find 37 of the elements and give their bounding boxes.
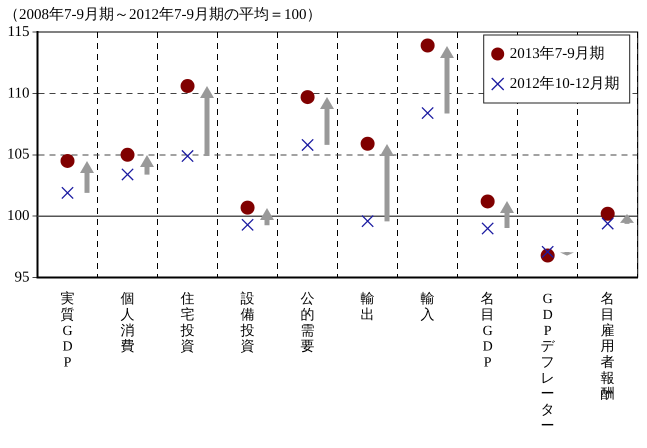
point: [541, 246, 554, 258]
x-tick-label: 名目GDP: [480, 291, 495, 370]
x-tick-label: 設備投資: [240, 291, 255, 355]
y-tick-label: 100: [7, 208, 30, 224]
x-tick-label: 公的需要: [300, 291, 315, 355]
point: [360, 136, 375, 151]
point: [300, 90, 315, 104]
point: [481, 222, 494, 235]
point: [420, 38, 435, 53]
x-tick-label: 個人消費: [120, 291, 135, 355]
x-tick-label: 輸出: [360, 291, 375, 324]
point: [241, 218, 254, 232]
point: [120, 148, 135, 162]
point: [480, 194, 495, 208]
legend-label: 2012年10-12月期: [510, 74, 620, 92]
point: [121, 168, 134, 181]
category-label: GDPデフレーター: [540, 292, 555, 434]
point: [301, 138, 314, 152]
point: [60, 154, 75, 168]
chart-subtitle: （2008年7-9月期～2012年7-9月期の平均＝100）: [4, 6, 322, 23]
point: [181, 150, 194, 162]
point: [61, 186, 74, 200]
y-tick-label: 105: [7, 146, 30, 163]
y-tick-label: 110: [8, 85, 30, 102]
point: [421, 106, 434, 120]
point: [601, 217, 614, 230]
point: [361, 214, 374, 228]
x-tick-label: 名目雇用者報酬: [600, 291, 615, 402]
point: [600, 206, 615, 221]
point: [240, 200, 255, 215]
x-tick-label: 住宅投資: [180, 291, 195, 355]
x-tick-label: 実質GDP: [60, 291, 75, 370]
y-tick-label: 115: [8, 24, 30, 40]
y-tick-label: 95: [14, 270, 30, 286]
legend-label: 2013年7-9月期: [510, 44, 605, 62]
x-tick-label: 輸入: [420, 291, 435, 324]
point: [180, 79, 195, 94]
